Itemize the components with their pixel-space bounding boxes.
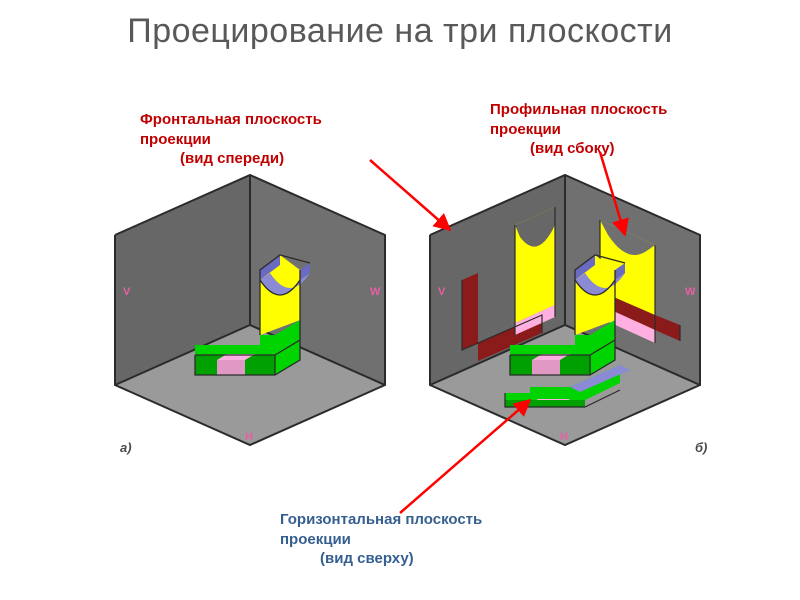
- slide-title: Проецирование на три плоскости: [0, 12, 800, 51]
- label-profile-sub: (вид сбоку): [490, 139, 730, 159]
- label-horizontal-sub: (вид сверху): [280, 549, 560, 569]
- label-frontal-l1: Фронтальная плоскость: [140, 111, 322, 128]
- label-horizontal-l2: проекции: [280, 531, 351, 548]
- axis-h: H: [245, 431, 253, 443]
- label-horizontal: Горизонтальная плоскость проекции (вид с…: [280, 510, 560, 569]
- diagram-b: V W H: [420, 165, 710, 455]
- diagram-a: V W H: [105, 165, 395, 455]
- diagram-b-svg: V W H: [420, 165, 710, 455]
- axis-v: V: [438, 286, 446, 298]
- axis-v: V: [123, 286, 131, 298]
- label-frontal: Фронтальная плоскость проекции (вид спер…: [140, 110, 400, 169]
- label-profile-l1: Профильная плоскость: [490, 101, 667, 118]
- label-horizontal-l1: Горизонтальная плоскость: [280, 511, 482, 528]
- axis-w: W: [685, 286, 696, 298]
- label-profile-l2: проекции: [490, 121, 561, 138]
- label-profile: Профильная плоскость проекции (вид сбоку…: [490, 100, 730, 159]
- diagram-a-svg: V W H: [105, 165, 395, 455]
- label-frontal-l2: проекции: [140, 131, 211, 148]
- axis-w: W: [370, 286, 381, 298]
- axis-h: H: [560, 431, 568, 443]
